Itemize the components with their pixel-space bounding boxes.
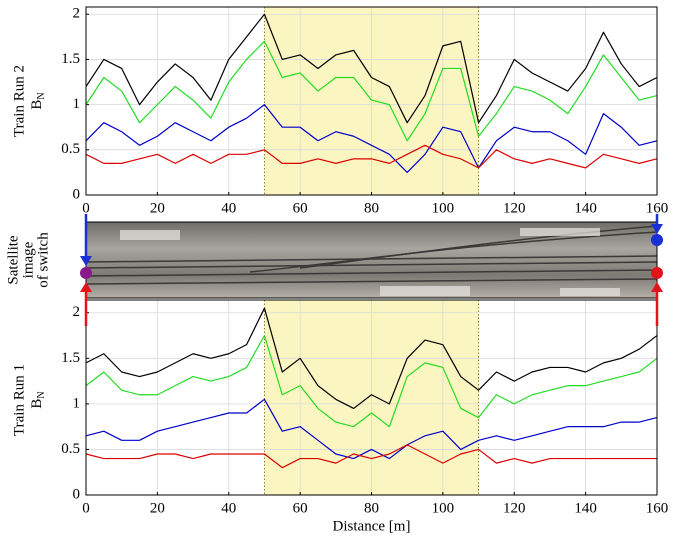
marker-purple <box>80 267 92 279</box>
x-tick-label: 80 <box>364 500 379 516</box>
chart: 0 20 40 60 80 100 120 140 160 0 0.5 1 1.5 2 Train Run … <box>11 299 669 534</box>
x-tick-label: 60 <box>293 500 308 516</box>
data-line <box>85 334 658 428</box>
x-tick-label: 40 <box>221 500 236 516</box>
data-line <box>85 40 658 142</box>
x-tick-label: 120 <box>503 500 526 516</box>
y-axis-label: Train Run 2 <box>11 65 27 137</box>
y-tick-label: 1.5 <box>61 51 80 67</box>
y-tick-label: 0.5 <box>61 441 80 457</box>
image-label: of switch <box>35 232 51 288</box>
x-tick-label: 60 <box>293 200 308 216</box>
y-tick-label: 0.5 <box>61 141 80 157</box>
y-tick-label: 1 <box>73 96 81 112</box>
x-tick-label: 40 <box>221 200 236 216</box>
x-tick-label: 140 <box>574 200 597 216</box>
x-tick-label: 20 <box>150 500 165 516</box>
y-axis-symbol: BN <box>29 92 47 109</box>
y-axis-label: Train Run 1 <box>11 364 27 436</box>
data-line <box>85 144 658 169</box>
data-line <box>85 398 658 460</box>
arrow-head <box>651 224 663 234</box>
image-label: image <box>20 241 36 278</box>
chart: 0 20 40 60 80 100 120 140 160 0 0.5 1 1.5 2 Train Run … <box>11 6 668 217</box>
x-tick-label: 120 <box>503 200 526 216</box>
plot-frame <box>85 299 658 496</box>
x-tick-label: 100 <box>432 500 455 516</box>
y-tick-label: 1 <box>73 395 81 411</box>
image-label: Satellite <box>5 235 21 284</box>
symbol: B <box>29 399 45 409</box>
data-line <box>85 13 658 124</box>
x-tick-label: 160 <box>646 500 669 516</box>
y-tick-label: 1.5 <box>61 350 80 366</box>
x-tick-label: 20 <box>150 200 165 216</box>
plot-frame <box>85 6 658 196</box>
marker-blue <box>651 234 663 246</box>
arrow-head <box>651 282 663 292</box>
y-tick-label: 2 <box>73 304 81 320</box>
track-lines <box>85 225 658 285</box>
y-tick-label: 0 <box>73 486 81 502</box>
x-tick-label: 160 <box>646 200 669 216</box>
y-axis-symbol: BN <box>29 391 47 408</box>
x-tick-label: 0 <box>82 500 90 516</box>
x-tick-label: 140 <box>574 500 597 516</box>
subscript: N <box>36 92 47 99</box>
x-tick-label: 100 <box>432 200 455 216</box>
marker-red <box>651 267 663 279</box>
snow-patches <box>120 228 620 296</box>
y-tick-label: 0 <box>73 186 81 202</box>
satellite-image <box>85 221 658 299</box>
arrow-head <box>80 282 92 292</box>
y-tick-label: 2 <box>73 6 81 22</box>
subscript: N <box>36 391 47 398</box>
data-line <box>85 444 657 469</box>
x-tick-label: 0 <box>82 200 90 216</box>
x-tick-label: 80 <box>364 200 379 216</box>
data-line <box>85 307 658 410</box>
symbol: B <box>29 100 45 110</box>
position-markers <box>80 214 663 326</box>
x-axis-label: Distance [m] <box>333 518 411 534</box>
data-line <box>85 104 658 173</box>
arrow-head <box>80 256 92 266</box>
